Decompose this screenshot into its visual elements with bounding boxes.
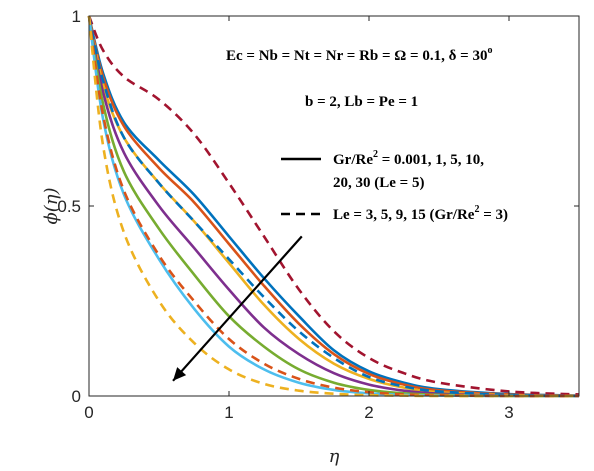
- trend-arrow-shaft: [172, 235, 303, 382]
- plot-area: [89, 16, 579, 396]
- trend-arrow-head: [173, 367, 187, 381]
- plot-background: [89, 16, 579, 396]
- annotation-layer: Ec = Nb = Nt = Nr = Rb = Ω = 0.1, δ = 30…: [172, 45, 508, 382]
- y-tick-label-1: 0.5: [57, 197, 81, 216]
- legend-dashed-label: Le = 3, 5, 9, 15 (Gr/Re2 = 3): [333, 204, 508, 223]
- legend-solid-label-line2: 20, 30 (Le = 5): [333, 175, 424, 191]
- x-tick-label-0: 0: [84, 403, 93, 422]
- y-tick-label-0: 0: [72, 387, 81, 406]
- annotation-params-2: b = 2, Lb = Pe = 1: [305, 94, 418, 110]
- annotation-params-1: Ec = Nb = Nt = Nr = Rb = Ω = 0.1, δ = 30…: [226, 45, 492, 64]
- x-tick-label-2: 2: [364, 403, 373, 422]
- x-tick-label-3: 3: [504, 403, 513, 422]
- y-tick-label-2: 1: [72, 7, 81, 26]
- legend-solid-label-line1: Gr/Re2 = 0.001, 1, 5, 10,: [333, 149, 484, 168]
- y-axis-label: ϕ(η): [41, 187, 62, 224]
- series-line-6: [87, 15, 580, 396]
- x-axis-label: η: [329, 446, 340, 467]
- series-layer: [87, 15, 580, 398]
- series-line-7: [87, 15, 580, 398]
- axes-layer: 0 1 2 3 0 0.5 1 η ϕ(η): [41, 7, 580, 467]
- x-tick-label-1: 1: [224, 403, 233, 422]
